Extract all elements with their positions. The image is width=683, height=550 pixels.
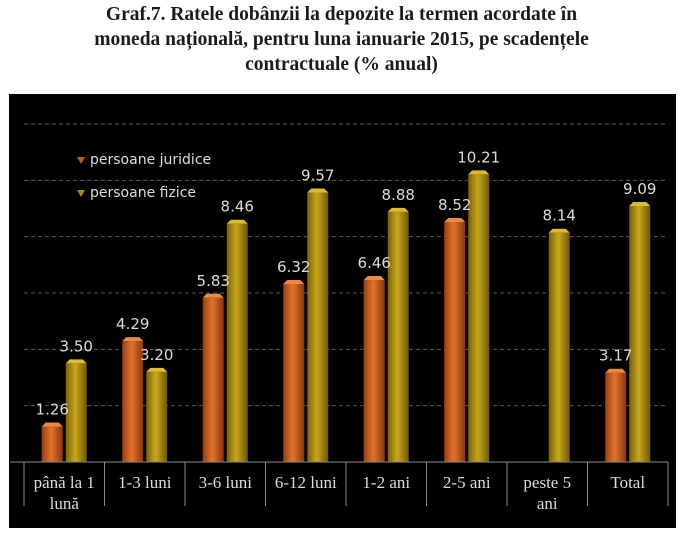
bar-top-bevel bbox=[65, 359, 87, 364]
data-label: 6.46 bbox=[358, 254, 391, 272]
bar-persoane-fizice bbox=[387, 211, 409, 462]
x-tick-label: 1-2 ani bbox=[362, 473, 410, 492]
bars bbox=[41, 170, 651, 462]
data-label: 1.26 bbox=[36, 401, 69, 419]
x-tick-label: până la 1 bbox=[34, 473, 95, 492]
data-label: 10.21 bbox=[457, 148, 500, 166]
bar-top-bevel bbox=[226, 219, 248, 224]
data-label: 8.46 bbox=[221, 198, 254, 216]
bar-persoane-juridice bbox=[605, 372, 627, 462]
x-tick-label: Total bbox=[610, 473, 645, 492]
chart-title-line-2: moneda națională, pentru luna ianuarie 2… bbox=[94, 29, 589, 50]
data-label: 3.20 bbox=[140, 346, 173, 364]
x-tick-label: 2-5 ani bbox=[443, 473, 491, 492]
legend-label: persoane juridice bbox=[90, 152, 211, 168]
data-label: 8.52 bbox=[438, 196, 471, 214]
data-label: 8.14 bbox=[543, 207, 576, 225]
bar-top-bevel bbox=[363, 276, 385, 281]
x-tick-label: ani bbox=[537, 494, 558, 513]
bar-persoane-juridice bbox=[444, 222, 466, 462]
data-label: 4.29 bbox=[116, 315, 149, 333]
bar-persoane-fizice bbox=[65, 363, 87, 462]
x-tick-label: 3-6 luni bbox=[199, 473, 253, 492]
bar-top-bevel bbox=[548, 228, 570, 233]
bar-persoane-fizice bbox=[226, 223, 248, 462]
x-tick-label: 6-12 luni bbox=[275, 473, 337, 492]
bar-persoane-juridice bbox=[283, 283, 305, 462]
chart-title: Graf.7. Ratele dobânzii la depozite la t… bbox=[0, 2, 683, 77]
legend: persoane juridice persoane fizice bbox=[77, 152, 211, 201]
bar-top-bevel bbox=[468, 170, 490, 175]
bar-top-bevel bbox=[283, 279, 305, 284]
bar-persoane-juridice bbox=[122, 341, 144, 462]
bar-persoane-fizice bbox=[468, 174, 490, 462]
data-label: 3.17 bbox=[599, 347, 632, 365]
bar-persoane-fizice bbox=[307, 192, 329, 462]
x-tick-label: peste 5 bbox=[523, 473, 571, 492]
data-label: 9.57 bbox=[301, 166, 334, 184]
legend-label: persoane fizice bbox=[90, 185, 196, 201]
bar-persoane-fizice bbox=[629, 205, 651, 462]
data-label: 9.09 bbox=[623, 180, 656, 198]
legend-marker-icon bbox=[77, 190, 85, 197]
bar-persoane-juridice bbox=[41, 426, 63, 462]
bar-top-bevel bbox=[387, 207, 409, 212]
chart-title-line-1: Graf.7. Ratele dobânzii la depozite la t… bbox=[105, 4, 578, 25]
bar-top-bevel bbox=[307, 188, 329, 193]
bar-persoane-fizice bbox=[146, 371, 168, 462]
data-label: 5.83 bbox=[197, 272, 230, 290]
x-tick-label: lună bbox=[50, 494, 80, 513]
bar-top-bevel bbox=[202, 293, 224, 298]
x-axis: până la 1 lună 1-3 luni 3-6 luni 6-12 luni 1-… bbox=[10, 461, 669, 513]
bar-top-bevel bbox=[605, 368, 627, 373]
x-tick-label: 1-3 luni bbox=[118, 473, 172, 492]
data-label: 8.88 bbox=[382, 186, 415, 204]
legend-marker-icon bbox=[77, 157, 85, 164]
chart-title-line-3: contractuale (% anual) bbox=[245, 54, 438, 75]
bar-persoane-juridice bbox=[363, 280, 385, 462]
bar-persoane-juridice bbox=[202, 297, 224, 462]
data-label: 6.32 bbox=[277, 258, 310, 276]
bar-top-bevel bbox=[629, 201, 651, 206]
data-labels: 1.26 4.29 5.83 6.32 6.46 8.52 3.17 3.50 3.20 8.46… bbox=[36, 148, 657, 418]
bar-top-bevel bbox=[444, 218, 466, 223]
bar-top-bevel bbox=[122, 337, 144, 342]
data-label: 3.50 bbox=[60, 337, 93, 355]
bar-top-bevel bbox=[41, 422, 63, 427]
bar-persoane-fizice bbox=[548, 232, 570, 462]
bar-top-bevel bbox=[146, 367, 168, 372]
